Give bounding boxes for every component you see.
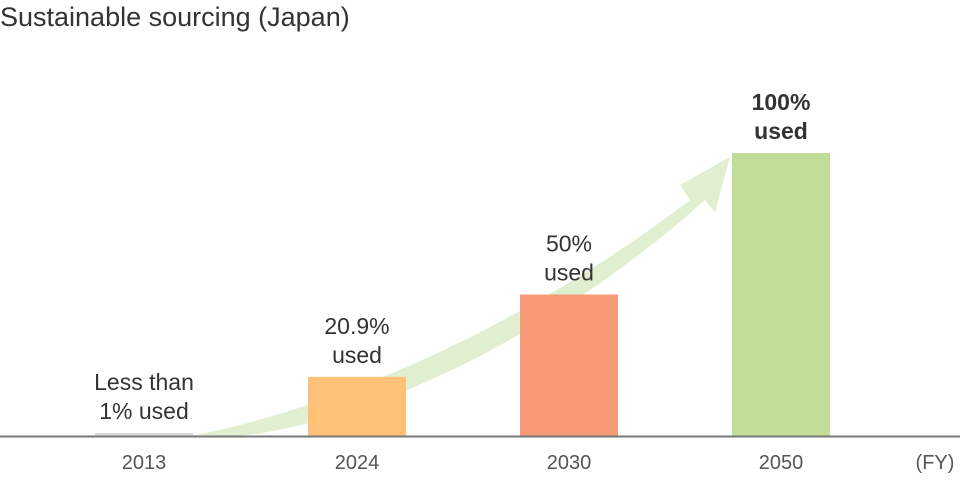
trend-arrow [190,157,730,436]
data-label: 50% [546,231,592,257]
x-axis-unit: (FY) [916,452,955,474]
bar-2013 [95,433,193,436]
data-label: 100% [752,89,811,115]
data-label: 1% used [99,398,189,424]
x-tick-label: 2050 [759,452,804,474]
bar-2050 [732,153,830,436]
x-tick-label: 2013 [122,452,167,474]
data-label: used [754,118,808,144]
data-label: used [544,260,594,286]
x-tick-label: 2024 [335,452,380,474]
data-label: 20.9% [324,313,389,339]
data-label: Less than [94,369,194,395]
chart-title: Sustainable sourcing (Japan) [0,2,350,32]
x-tick-label: 2030 [547,452,592,474]
bar-2024 [308,376,406,436]
bar-2030 [520,294,618,436]
data-label: used [332,342,382,368]
